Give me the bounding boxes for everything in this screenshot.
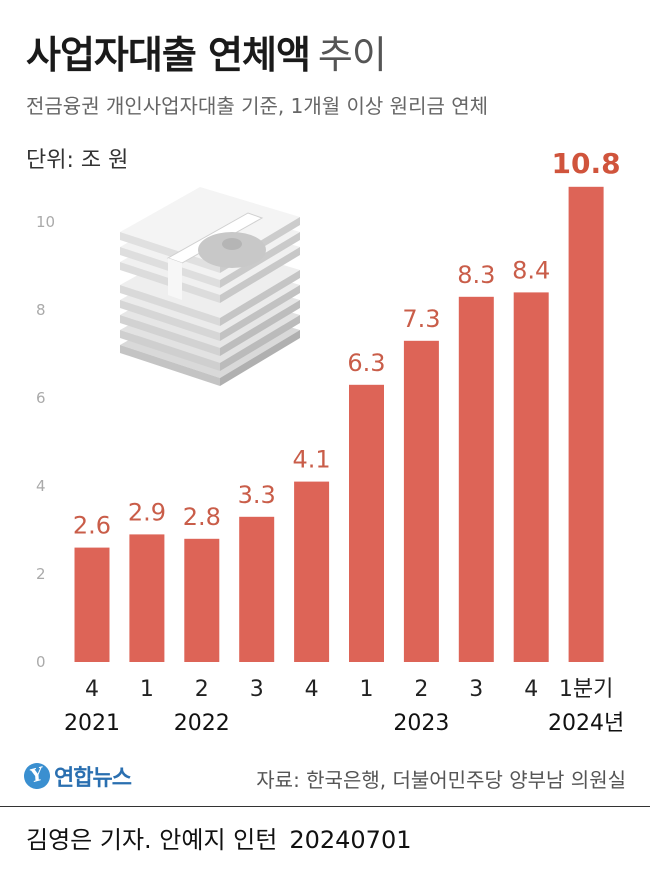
- footer-divider: [0, 806, 650, 807]
- title-main: 사업자대출 연체액: [26, 33, 311, 77]
- logo-text: 연합뉴스: [54, 766, 132, 791]
- publisher-logo: Y 연합뉴스: [21, 760, 132, 792]
- x-tick-label: 1분기: [559, 677, 613, 702]
- bar-value-label: 4.1: [293, 446, 331, 474]
- bar: [349, 384, 384, 662]
- bar: [184, 538, 220, 662]
- bar: [513, 292, 549, 662]
- y-tick-label: 2: [36, 565, 46, 583]
- page-title: 사업자대출 연체액 추이: [26, 24, 387, 79]
- bar-value-label: 7.3: [402, 305, 440, 333]
- source-note: 자료: 한국은행, 더불어민주당 양부남 의원실: [256, 768, 626, 792]
- bar-value-label: 2.9: [128, 498, 166, 526]
- bar-value-label: 6.3: [347, 349, 385, 377]
- credit-author: 김영은 기자. 안예지 인턴: [26, 826, 278, 854]
- banknote-stack-icon: [120, 187, 300, 386]
- credit-date: 20240701: [289, 826, 412, 854]
- unit-label: 단위: 조 원: [26, 148, 129, 173]
- year-label: 2024년: [548, 711, 624, 736]
- logo-mark-icon: Y: [21, 760, 53, 792]
- y-tick-label: 10: [36, 213, 55, 231]
- bar-value-label: 8.4: [512, 256, 550, 284]
- credit-line: 김영은 기자. 안예지 인턴 20240701: [26, 820, 411, 855]
- x-tick-label: 1: [140, 677, 154, 702]
- subtitle: 전금융권 개인사업자대출 기준, 1개월 이상 원리금 연체: [26, 94, 489, 118]
- x-tick-label: 4: [305, 677, 319, 702]
- bar: [239, 516, 275, 662]
- bar-value-label: 8.3: [457, 261, 495, 289]
- bar: [74, 547, 110, 662]
- y-tick-label: 0: [36, 653, 46, 671]
- bar-value-label: 2.6: [73, 512, 111, 540]
- year-label: 2023: [393, 711, 449, 736]
- y-tick-label: 6: [36, 389, 46, 407]
- title-suffix: 추이: [317, 33, 387, 77]
- year-label: 2021: [64, 711, 120, 736]
- x-tick-label: 3: [250, 677, 264, 702]
- y-axis: 0 2 4 6 8 10: [36, 213, 55, 671]
- bars: 2.6 2.9 2.8 3.3 4.1 6.3 7.3 8.3 8.4 10.8: [73, 147, 621, 663]
- year-label: 2022: [174, 711, 230, 736]
- bar: [294, 481, 330, 662]
- x-tick-label: 3: [469, 677, 483, 702]
- bar: [458, 296, 494, 662]
- x-tick-label: 4: [85, 677, 99, 702]
- bar-value-label: 2.8: [183, 503, 221, 531]
- bar-value-label: 3.3: [238, 481, 276, 509]
- x-tick-label: 4: [524, 677, 538, 702]
- x-tick-label: 2: [414, 677, 428, 702]
- bar: [129, 534, 165, 662]
- x-tick-label: 1: [360, 677, 374, 702]
- bar-value-label: 10.8: [552, 147, 621, 180]
- bar: [403, 340, 439, 662]
- bar: [568, 186, 604, 663]
- x-axis: 4 1 2 3 4 1 2 3 4 1분기 2021 2022 2023 2024년: [64, 677, 624, 736]
- x-tick-label: 2: [195, 677, 209, 702]
- y-tick-label: 8: [36, 301, 46, 319]
- y-tick-label: 4: [36, 477, 46, 495]
